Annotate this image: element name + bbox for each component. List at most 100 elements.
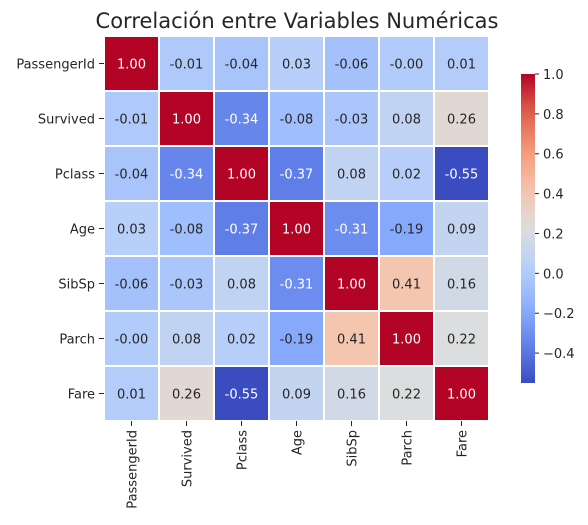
cell-value-label: 0.26 [172,388,201,403]
heatmap-grid: 1.00 -0.01 -0.04 0.03 -0.06 -0.00 0.01 -0.01 1.0… [103,35,490,422]
cell-value-label: 0.03 [282,58,311,73]
heatmap-cell-pclass-survived [158,145,215,202]
cell-value-label: -0.06 [335,58,369,73]
cell-value-label: 0.16 [447,278,476,293]
y-tick-label-passengerid: PassengerId [16,58,95,73]
cell-value-label: -0.34 [225,113,259,128]
x-tick-label-age: Age [291,430,306,455]
y-tick-label-age: Age [70,223,95,238]
cell-value-label: 0.16 [337,388,366,403]
cell-value-label: 0.08 [337,168,366,183]
cell-value-label: 0.03 [117,223,146,238]
cell-value-label: 0.08 [227,278,256,293]
cell-value-label: 1.00 [282,223,311,238]
cell-value-label: -0.01 [170,58,204,73]
heatmap-cell-fare-fare [433,365,490,422]
heatmap-cell-pclass-sibsp [323,145,380,202]
colorbar-tick-labels: 1.0 0.8 0.6 0.4 0.2 0.0 −0.2 −0.4 [535,68,575,362]
heatmap-cell-fare-age [268,365,325,422]
heatmap-cell-fare-parch [378,365,435,422]
cell-value-label: 0.08 [172,333,201,348]
heatmap-cell-survived-pclass [213,90,270,147]
x-tick-label-pclass: Pclass [236,430,251,470]
heatmap-cell-survived-fare [433,90,490,147]
heatmap-cell-parch-fare [433,310,490,367]
cell-value-label: 0.02 [392,168,421,183]
cell-value-label: -0.34 [170,168,204,183]
heatmap-cell-sibsp-pclass [213,255,270,312]
y-tick-label-pclass: Pclass [55,168,95,183]
colorbar [521,74,535,383]
heatmap-cell-parch-passengerid [103,310,160,367]
heatmap-cell-survived-sibsp [323,90,380,147]
cell-value-label: -0.55 [225,388,259,403]
cell-value-label: -0.00 [390,58,424,73]
colorbar-tick-label: 0.2 [543,227,564,242]
chart-title: Correlación entre Variables Numéricas [96,9,499,33]
x-tick-label-survived: Survived [181,430,196,487]
cell-value-label: 0.01 [447,58,476,73]
cell-value-label: 1.00 [227,168,256,183]
cell-value-label: -0.19 [280,333,314,348]
y-tick-label-parch: Parch [59,333,95,348]
heatmap-cell-parch-survived [158,310,215,367]
heatmap-cell-pclass-pclass [213,145,270,202]
colorbar-tick-label: −0.4 [543,347,575,362]
colorbar-tick-label: 0.0 [543,267,564,282]
cell-value-label: -0.19 [390,223,424,238]
cell-value-label: 0.41 [392,278,421,293]
cell-value-label: -0.31 [280,278,314,293]
cell-value-label: -0.00 [115,333,149,348]
colorbar-tick-label: 0.4 [543,188,564,203]
heatmap-cell-age-parch [378,200,435,257]
colorbar-tick-label: 0.6 [543,148,564,163]
cell-value-label: 1.00 [117,58,146,73]
y-tick-label-sibsp: SibSp [58,278,95,293]
cell-value-label: 1.00 [447,388,476,403]
cell-value-label: 0.41 [337,333,366,348]
x-tick-label-parch: Parch [401,430,416,466]
cell-value-label: 0.22 [447,333,476,348]
cell-value-label: -0.06 [115,278,149,293]
cell-value-label: 1.00 [337,278,366,293]
cell-value-label: -0.04 [225,58,259,73]
cell-value-label: -0.55 [445,168,479,183]
cell-value-label: -0.08 [170,223,204,238]
cell-value-label: -0.08 [280,113,314,128]
cell-value-label: 0.08 [392,113,421,128]
cell-value-label: 0.09 [282,388,311,403]
cell-value-label: -0.04 [115,168,149,183]
cell-value-label: 1.00 [172,113,201,128]
colorbar-tick-label: 0.8 [543,108,564,123]
cell-value-label: -0.03 [170,278,204,293]
heatmap-cell-fare-pclass [213,365,270,422]
x-tick-label-passengerid: PassengerId [126,430,141,509]
cell-value-label: 0.26 [447,113,476,128]
x-tick-label-fare: Fare [456,430,471,457]
heatmap-cell-sibsp-passengerid [103,255,160,312]
cell-value-label: 0.01 [117,388,146,403]
x-axis-tick-labels: PassengerId Survived Pclass Age SibSp Parch Fa… [126,421,471,509]
colorbar-tick-label: 1.0 [543,68,564,83]
heatmap-cell-age-survived [158,200,215,257]
cell-value-label: 1.00 [392,333,421,348]
colorbar-tick-label: −0.2 [543,307,575,322]
cell-value-label: -0.01 [115,113,149,128]
cell-value-label: -0.03 [335,113,369,128]
heatmap-cell-age-passengerid [103,200,160,257]
y-tick-label-fare: Fare [68,388,95,403]
cell-value-label: -0.37 [225,223,259,238]
y-axis-tick-labels: PassengerId Survived Pclass Age SibSp Parch Fa… [16,58,104,403]
cell-value-label: 0.09 [447,223,476,238]
cell-value-label: -0.31 [335,223,369,238]
y-tick-label-survived: Survived [38,113,95,128]
cell-value-label: -0.37 [280,168,314,183]
heatmap-cell-pclass-parch [378,145,435,202]
colorbar-gradient [521,74,535,383]
x-tick-label-sibsp: SibSp [346,430,361,467]
cell-value-label: 0.22 [392,388,421,403]
cell-value-label: 0.02 [227,333,256,348]
heatmap-cell-pclass-fare [433,145,490,202]
heatmap-cell-passengerid-parch [378,35,435,92]
